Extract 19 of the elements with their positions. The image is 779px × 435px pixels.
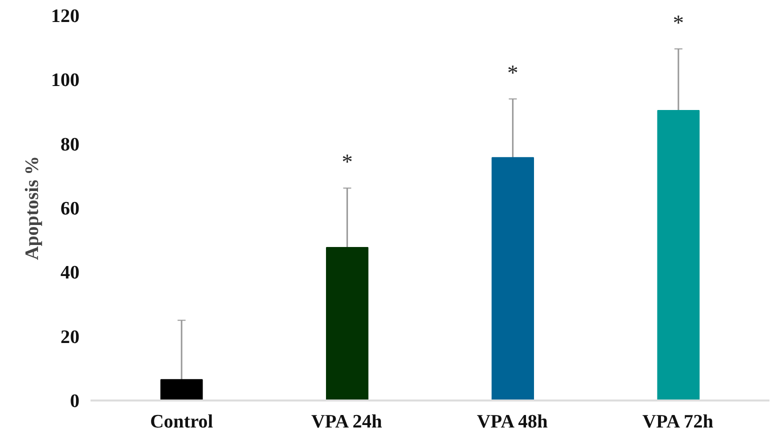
y-tick-label: 40 [60, 262, 80, 284]
y-tick-label: 80 [60, 134, 80, 156]
y-tick-label: 100 [51, 70, 80, 92]
x-tick-label: VPA 24h [311, 412, 383, 432]
x-tick-label: VPA 48h [476, 412, 548, 432]
y-tick-label: 60 [60, 198, 80, 220]
annotation: * [507, 60, 518, 85]
bar [326, 246, 368, 400]
bar [160, 379, 203, 400]
y-axis-title: Apoptosis % [22, 156, 43, 260]
y-tick-label: 20 [60, 326, 80, 348]
bar [492, 157, 534, 400]
y-tick-label: 0 [70, 391, 80, 412]
x-tick-label: Control [150, 412, 214, 432]
bar [657, 110, 700, 400]
annotation: * [672, 10, 684, 35]
x-tick-label: VPA 72h [642, 412, 714, 432]
y-tick-label: 120 [51, 6, 80, 27]
annotation: * [342, 149, 353, 174]
